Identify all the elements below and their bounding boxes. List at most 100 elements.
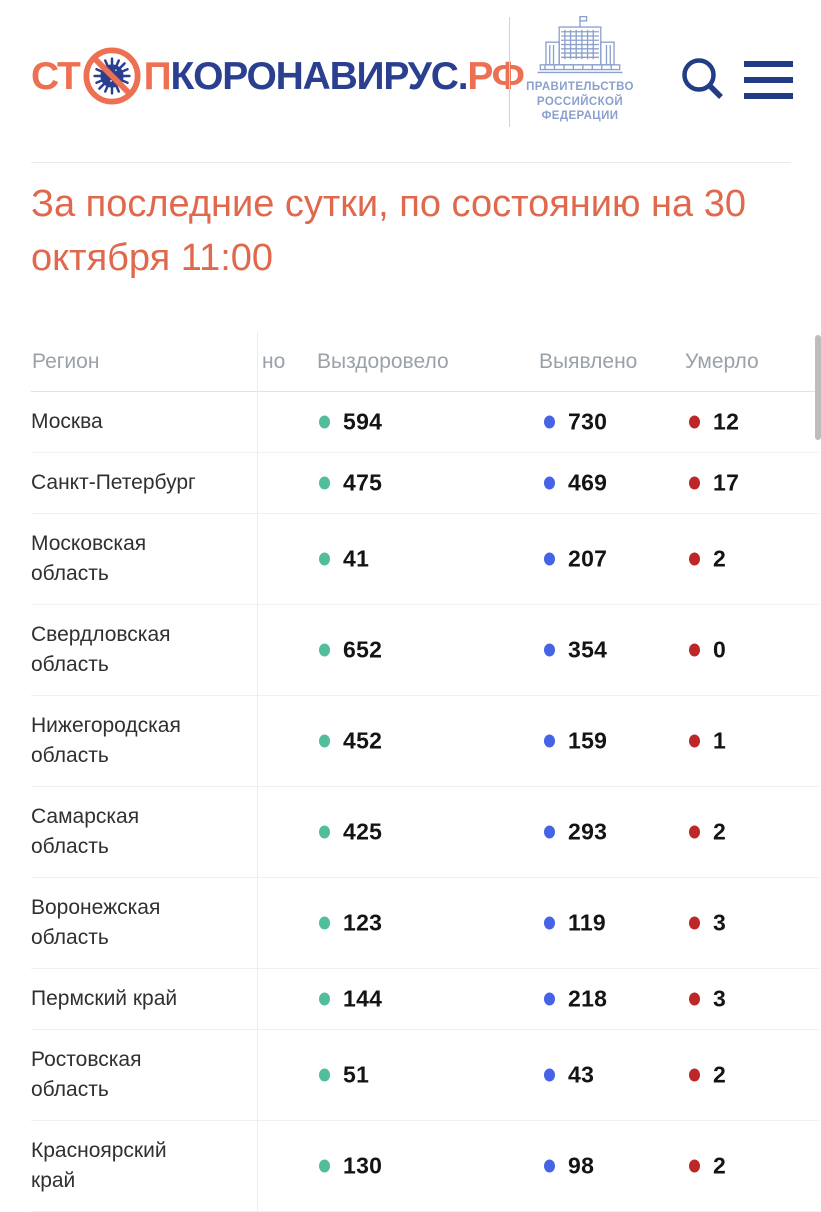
header-bottom-line — [31, 162, 791, 163]
died-value: 17 — [713, 469, 740, 496]
died-value: 3 — [713, 985, 727, 1012]
table-row: Пермский край 144 218 3 — [31, 969, 819, 1030]
header-divider — [509, 17, 510, 127]
recovered-dot-icon — [319, 415, 330, 429]
regions-table-body: Москва 594 730 12 Санкт-Петербург 475 469 17 Мос… — [31, 392, 819, 1212]
died-stat: 3 — [689, 986, 726, 1013]
recovered-stat: 475 — [319, 470, 382, 497]
died-value: 2 — [713, 545, 727, 572]
recovered-stat: 51 — [319, 1062, 369, 1089]
died-stat: 3 — [689, 910, 726, 937]
column-detected: Выявлено — [539, 349, 638, 373]
recovered-stat: 425 — [319, 819, 382, 846]
died-stat: 2 — [689, 819, 726, 846]
died-stat: 2 — [689, 1153, 726, 1180]
table-row: Ростовская область 51 43 2 — [31, 1030, 819, 1121]
died-dot-icon — [689, 734, 700, 748]
recovered-value: 475 — [343, 469, 383, 496]
died-dot-icon — [689, 992, 700, 1006]
detected-dot-icon — [544, 476, 555, 490]
recovered-value: 425 — [343, 818, 383, 845]
died-dot-icon — [689, 1159, 700, 1173]
detected-stat: 159 — [544, 728, 607, 755]
recovered-value: 51 — [343, 1061, 370, 1088]
recovered-value: 594 — [343, 408, 383, 435]
table-row: Нижегородская область 452 159 1 — [31, 696, 819, 787]
recovered-dot-icon — [319, 643, 330, 657]
recovered-stat: 452 — [319, 728, 382, 755]
recovered-value: 652 — [343, 636, 383, 663]
recovered-stat: 123 — [319, 910, 382, 937]
died-value: 0 — [713, 636, 727, 663]
government-building-icon — [520, 13, 640, 77]
died-dot-icon — [689, 552, 700, 566]
recovered-dot-icon — [319, 1068, 330, 1082]
died-stat: 1 — [689, 728, 726, 755]
recovered-dot-icon — [319, 916, 330, 930]
detected-value: 218 — [568, 985, 608, 1012]
government-label-line2: РОССИЙСКОЙ — [536, 95, 624, 108]
detected-value: 43 — [568, 1061, 595, 1088]
recovered-dot-icon — [319, 734, 330, 748]
table-row: Санкт-Петербург 475 469 17 — [31, 453, 819, 514]
menu-button[interactable] — [744, 61, 793, 99]
detected-dot-icon — [544, 415, 555, 429]
detected-stat: 354 — [544, 637, 607, 664]
logo-text-koronavirus: КОРОНАВИРУС. — [170, 54, 468, 98]
detected-dot-icon — [544, 643, 555, 657]
detected-stat: 119 — [544, 910, 606, 937]
logo-text-rf: РФ — [467, 54, 525, 98]
detected-stat: 293 — [544, 819, 607, 846]
detected-dot-icon — [544, 1159, 555, 1173]
region-name: Воронежская область — [31, 896, 161, 949]
recovered-value: 452 — [343, 727, 383, 754]
scrollbar-thumb[interactable] — [815, 335, 821, 440]
died-stat: 2 — [689, 546, 726, 573]
detected-value: 119 — [568, 909, 607, 936]
died-stat: 12 — [689, 409, 739, 436]
died-stat: 2 — [689, 1062, 726, 1089]
region-name: Нижегородская область — [31, 714, 181, 767]
detected-value: 469 — [568, 469, 608, 496]
column-recovered: Выздоровело — [317, 349, 449, 373]
menu-icon — [744, 61, 793, 67]
recovered-dot-icon — [319, 552, 330, 566]
column-died: Умерло — [685, 349, 759, 373]
detected-dot-icon — [544, 552, 555, 566]
detected-stat: 218 — [544, 986, 607, 1013]
logo-text-st: СТ — [31, 54, 81, 98]
detected-stat: 730 — [544, 409, 607, 436]
detected-stat: 469 — [544, 470, 607, 497]
died-stat: 0 — [689, 637, 726, 664]
region-name: Москва — [31, 410, 103, 433]
died-value: 1 — [713, 727, 727, 754]
recovered-value: 144 — [343, 985, 383, 1012]
detected-stat: 43 — [544, 1062, 594, 1089]
recovered-dot-icon — [319, 992, 330, 1006]
search-icon — [680, 58, 728, 107]
government-logo[interactable]: ПРАВИТЕЛЬСТВО РОССИЙСКОЙ ФЕДЕРАЦИИ — [520, 13, 640, 124]
region-name: Ростовская область — [31, 1048, 142, 1101]
recovered-stat: 41 — [319, 546, 369, 573]
region-name: Санкт-Петербург — [31, 471, 196, 494]
detected-value: 293 — [568, 818, 608, 845]
table-row: Воронежская область 123 119 3 — [31, 878, 819, 969]
region-name: Красноярский край — [31, 1139, 167, 1192]
recovered-value: 123 — [343, 909, 383, 936]
site-logo[interactable]: СТ — [31, 46, 525, 106]
table-row: Свердловская область 652 354 0 — [31, 605, 819, 696]
detected-value: 354 — [568, 636, 608, 663]
detected-dot-icon — [544, 734, 555, 748]
search-button[interactable] — [679, 56, 729, 106]
recovered-value: 41 — [343, 545, 370, 572]
regions-table: Регион но Выздоровело Выявлено Умерло Мо… — [31, 332, 819, 1212]
died-value: 2 — [713, 818, 727, 845]
region-name: Самарская область — [31, 805, 140, 858]
site-header: СТ — [0, 0, 821, 163]
detected-dot-icon — [544, 825, 555, 839]
died-value: 12 — [713, 408, 740, 435]
detected-value: 98 — [568, 1152, 595, 1179]
died-dot-icon — [689, 476, 700, 490]
died-dot-icon — [689, 643, 700, 657]
page-title: За последние сутки, по состоянию на 30 о… — [31, 183, 747, 279]
